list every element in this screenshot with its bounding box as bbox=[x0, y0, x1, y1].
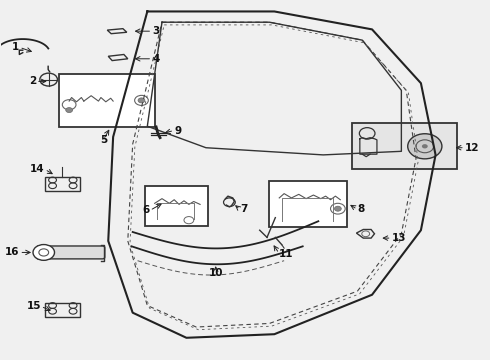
Text: 13: 13 bbox=[392, 233, 406, 243]
Circle shape bbox=[33, 244, 54, 260]
Circle shape bbox=[335, 206, 341, 211]
Text: 2: 2 bbox=[29, 76, 36, 86]
Text: 12: 12 bbox=[465, 143, 479, 153]
Text: 10: 10 bbox=[208, 267, 223, 278]
Text: 1: 1 bbox=[12, 42, 19, 52]
Text: 8: 8 bbox=[357, 204, 365, 215]
Text: 7: 7 bbox=[240, 204, 247, 215]
Bar bbox=[351, 123, 457, 169]
Circle shape bbox=[422, 144, 428, 148]
Text: 15: 15 bbox=[26, 301, 41, 311]
Bar bbox=[59, 74, 155, 127]
Text: 9: 9 bbox=[174, 126, 181, 135]
Text: 3: 3 bbox=[152, 26, 159, 36]
Bar bbox=[145, 186, 208, 226]
Circle shape bbox=[138, 98, 145, 103]
Bar bbox=[45, 303, 80, 317]
Bar bbox=[45, 177, 80, 192]
Text: 16: 16 bbox=[5, 247, 19, 257]
Text: 6: 6 bbox=[143, 206, 150, 216]
Text: 4: 4 bbox=[152, 54, 160, 64]
FancyBboxPatch shape bbox=[36, 246, 105, 259]
Text: 14: 14 bbox=[30, 164, 45, 174]
Bar bbox=[270, 181, 346, 227]
Circle shape bbox=[66, 108, 73, 113]
Text: 5: 5 bbox=[100, 135, 107, 145]
Text: 11: 11 bbox=[279, 248, 294, 258]
Circle shape bbox=[408, 134, 442, 159]
